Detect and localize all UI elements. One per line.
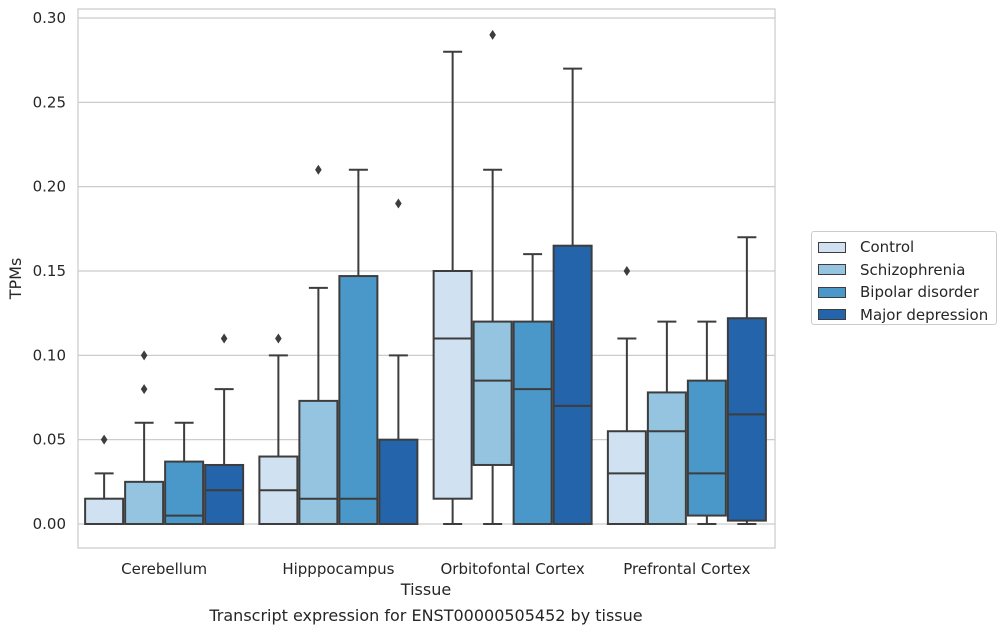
outlier-point (100, 434, 108, 445)
legend-item: Control (818, 236, 996, 259)
box-body (204, 463, 245, 526)
box-control (606, 265, 647, 526)
y-tick-label: 0.30 (33, 9, 66, 27)
legend: Control Schizophrenia Bipolar disorder Majo… (811, 231, 997, 325)
box-body (472, 320, 513, 466)
legend-item: Schizophrenia (818, 259, 996, 282)
y-tick-label: 0.25 (33, 93, 66, 111)
legend-swatch (818, 264, 846, 276)
box-bipolar-disorder (338, 168, 379, 525)
x-tick-labels: Cerebellum Hipppocampus Orbitofontal Corte… (121, 560, 750, 578)
legend-label: Bipolar disorder (860, 283, 979, 302)
legend-swatch (818, 241, 846, 253)
box-major-depression (552, 67, 593, 525)
outlier-point (275, 333, 282, 344)
x-tick-label: Cerebellum (121, 560, 207, 578)
box-series (84, 29, 767, 526)
x-tick-label: Hipppocampus (282, 560, 394, 578)
outlier-point (220, 333, 228, 344)
x-axis-label: Tissue (400, 580, 451, 599)
box-body (432, 269, 473, 500)
legend-swatch (818, 309, 846, 321)
legend-label: Major depression (860, 305, 989, 324)
y-tick-label: 0.00 (33, 515, 66, 533)
box-body (164, 460, 205, 525)
outlier-point (140, 350, 148, 361)
outlier-point (315, 164, 322, 175)
box-body (646, 391, 687, 525)
box-major-depression (378, 198, 419, 526)
box-body (338, 275, 379, 525)
legend-item: Bipolar disorder (818, 281, 996, 304)
grid-lines (78, 17, 775, 525)
legend-label: Schizophrenia (860, 260, 966, 279)
box-bipolar-disorder (512, 253, 553, 526)
y-tick-label: 0.15 (33, 262, 66, 280)
box-control (84, 434, 125, 526)
box-major-depression (726, 236, 767, 525)
outlier-point (395, 198, 402, 209)
legend-item: Major depression (818, 304, 996, 327)
outlier-point (489, 29, 496, 40)
box-body (552, 244, 593, 525)
x-tick-label: Prefrontal Cortex (623, 560, 750, 578)
plot-frame (77, 8, 776, 549)
y-tick-labels: 0.00 0.05 0.10 0.15 0.20 0.25 0.30 (33, 9, 66, 533)
box-bipolar-disorder (686, 320, 727, 525)
box-control (258, 333, 299, 525)
box-body (298, 399, 339, 525)
x-tick-label: Orbitofontal Cortex (441, 560, 585, 578)
box-schizophrenia (298, 164, 339, 525)
box-body (726, 317, 767, 522)
box-body (606, 430, 647, 526)
legend-swatch (818, 286, 846, 298)
box-body (686, 379, 727, 517)
box-schizophrenia (472, 29, 513, 525)
box-body (84, 497, 125, 526)
box-schizophrenia (124, 350, 165, 525)
box-body (378, 438, 419, 526)
box-control (432, 50, 473, 525)
y-tick-label: 0.05 (33, 431, 66, 449)
box-body (124, 480, 165, 525)
box-bipolar-disorder (164, 421, 205, 525)
outlier-point (623, 265, 631, 276)
box-schizophrenia (646, 320, 687, 525)
box-major-depression (204, 333, 245, 526)
y-tick-label: 0.10 (33, 346, 66, 364)
y-axis-label: TPMs (6, 258, 25, 301)
outlier-point (140, 384, 148, 395)
box-body (512, 320, 553, 526)
y-tick-label: 0.20 (33, 178, 66, 196)
legend-label: Control (860, 238, 915, 257)
figure-caption: Transcript expression for ENST0000050545… (209, 606, 643, 625)
